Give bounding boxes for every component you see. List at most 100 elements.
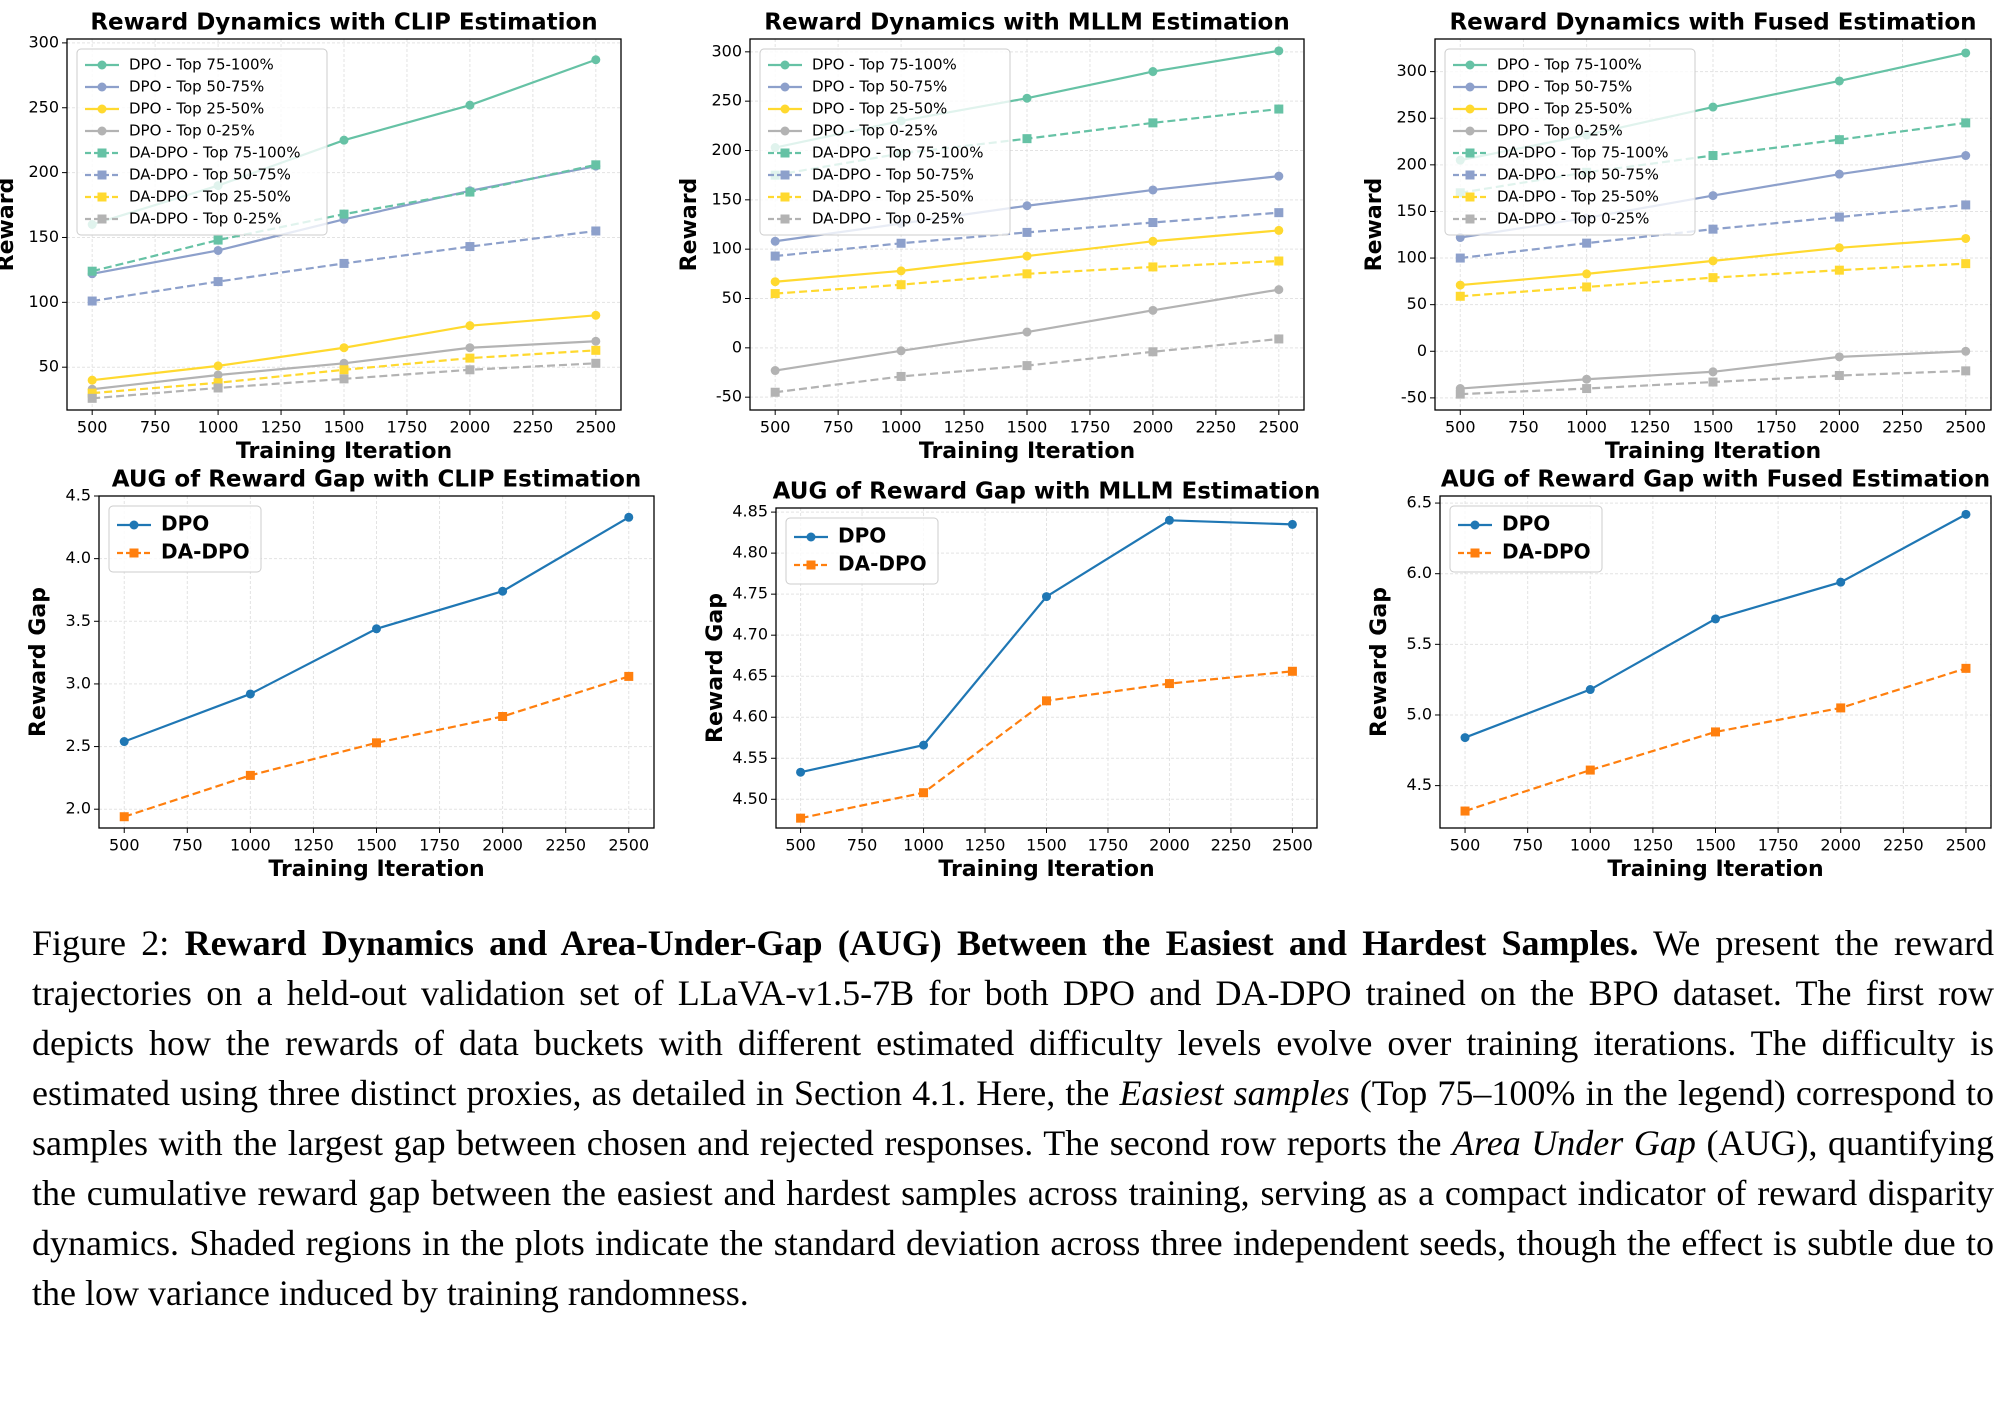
chart: 500 750 1000 1250 1500 1750 2000 2250 2500 4.50 4.… — [703, 479, 1320, 883]
legend: DPO DA-DPO — [1449, 505, 1603, 573]
marker — [624, 671, 634, 681]
marker — [796, 813, 806, 823]
x-axis-label: Training Iteration — [919, 439, 1135, 464]
y-axis-label: Reward Gap — [703, 593, 728, 743]
marker — [896, 371, 906, 381]
y-tick-label: 4.50 — [732, 789, 768, 808]
x-tick-label: 2500 — [1945, 418, 1986, 437]
caption-label: Figure 2: — [32, 923, 170, 963]
legend-label: DA-DPO - Top 50-75% — [129, 166, 291, 184]
legend-frame — [759, 48, 1011, 236]
marker — [498, 711, 508, 721]
legend-frame — [108, 505, 262, 573]
marker — [1834, 169, 1844, 179]
legend-marker — [780, 82, 790, 92]
legend-frame — [785, 517, 939, 585]
y-tick-label: 250 — [1396, 108, 1427, 127]
legend-marker — [1465, 126, 1475, 136]
caption-text: (AUG), quantifying the cumulative reward… — [32, 1123, 1994, 1313]
x-tick-label: 1500 — [1693, 418, 1734, 437]
series-line — [123, 675, 630, 818]
legend-marker — [97, 214, 107, 224]
marker — [465, 242, 475, 252]
marker — [1042, 696, 1051, 706]
y-tick-label: 4.60 — [732, 707, 768, 726]
marker — [213, 245, 223, 255]
marker — [1961, 509, 1971, 519]
legend-label: DA-DPO - Top 0-25% — [129, 210, 281, 228]
y-tick-label: 100 — [711, 239, 742, 258]
x-tick-label: 750 — [823, 418, 854, 437]
marker — [1022, 361, 1032, 371]
x-axis-label: Training Iteration — [938, 857, 1154, 882]
marker — [1148, 118, 1158, 128]
marker — [1274, 285, 1284, 295]
marker — [896, 280, 906, 290]
marker — [1708, 151, 1718, 161]
y-tick-label: 4.5 — [66, 486, 91, 505]
axes-frame — [1439, 495, 1992, 829]
y-tick-label: 0 — [732, 337, 742, 356]
marker — [1834, 352, 1844, 362]
legend-marker — [1465, 214, 1475, 224]
y-tick-label: 6.0 — [1407, 563, 1432, 582]
marker — [1455, 253, 1465, 263]
legend-label: DA-DPO - Top 50-75% — [1497, 166, 1659, 184]
marker — [770, 366, 780, 376]
marker — [213, 378, 223, 388]
axes-frame — [98, 495, 655, 829]
marker — [1711, 727, 1720, 737]
y-tick-label: 250 — [711, 91, 742, 110]
x-tick-label: 2250 — [1211, 836, 1252, 855]
y-tick-label: 200 — [711, 140, 742, 159]
chart-title: AUG of Reward Gap with Fused Estimation — [1441, 467, 1990, 493]
x-tick-label: 500 — [1450, 836, 1481, 855]
x-axis-label: Training Iteration — [236, 439, 452, 464]
legend-marker — [129, 520, 139, 530]
marker — [1834, 243, 1844, 253]
y-tick-label: 0 — [1417, 341, 1427, 360]
marker — [1582, 282, 1592, 292]
marker — [1148, 67, 1158, 77]
legend-label: DPO - Top 50-75% — [129, 78, 264, 96]
caption-title: Reward Dynamics and Area-Under-Gap (AUG)… — [184, 923, 1639, 963]
x-tick-label: 2000 — [482, 836, 523, 855]
marker — [1455, 389, 1465, 399]
x-tick-label: 2250 — [1883, 836, 1924, 855]
legend-label: DPO - Top 0-25% — [812, 122, 938, 140]
legend-label: DPO - Top 50-75% — [1497, 78, 1632, 96]
marker — [1274, 46, 1284, 56]
marker — [498, 586, 508, 596]
legend-label: DA-DPO — [1502, 540, 1591, 564]
y-axis-label: Reward Gap — [1367, 587, 1392, 737]
marker — [1148, 185, 1158, 195]
marker — [1961, 48, 1971, 58]
x-tick-label: 1250 — [261, 418, 302, 437]
caption-text: Area Under Gap — [1452, 1123, 1696, 1163]
marker — [1022, 327, 1032, 337]
legend-frame — [76, 48, 328, 236]
marker — [1585, 685, 1595, 695]
marker — [1287, 666, 1297, 676]
marker — [1834, 135, 1844, 145]
legend-label: DPO — [1502, 512, 1550, 536]
axes-frame — [775, 507, 1318, 829]
marker — [465, 365, 475, 375]
marker — [1022, 251, 1032, 261]
legend-label: DA-DPO - Top 75-100% — [1497, 144, 1668, 162]
marker — [87, 393, 97, 403]
x-tick-label: 1500 — [1026, 836, 1067, 855]
y-axis-label: Reward — [677, 178, 702, 272]
marker — [770, 289, 780, 299]
y-tick-label: -50 — [716, 387, 742, 406]
x-tick-label: 1500 — [324, 418, 365, 437]
legend-label: DA-DPO - Top 75-100% — [129, 144, 300, 162]
legend-marker — [780, 104, 790, 114]
legend: DPO - Top 75-100% DPO - Top 50-75% DPO - T… — [76, 48, 328, 236]
x-tick-label: 2500 — [1946, 836, 1987, 855]
x-tick-label: 1750 — [1088, 836, 1129, 855]
legend-label: DA-DPO - Top 50-75% — [812, 166, 974, 184]
marker — [465, 343, 475, 353]
marker — [87, 375, 97, 385]
